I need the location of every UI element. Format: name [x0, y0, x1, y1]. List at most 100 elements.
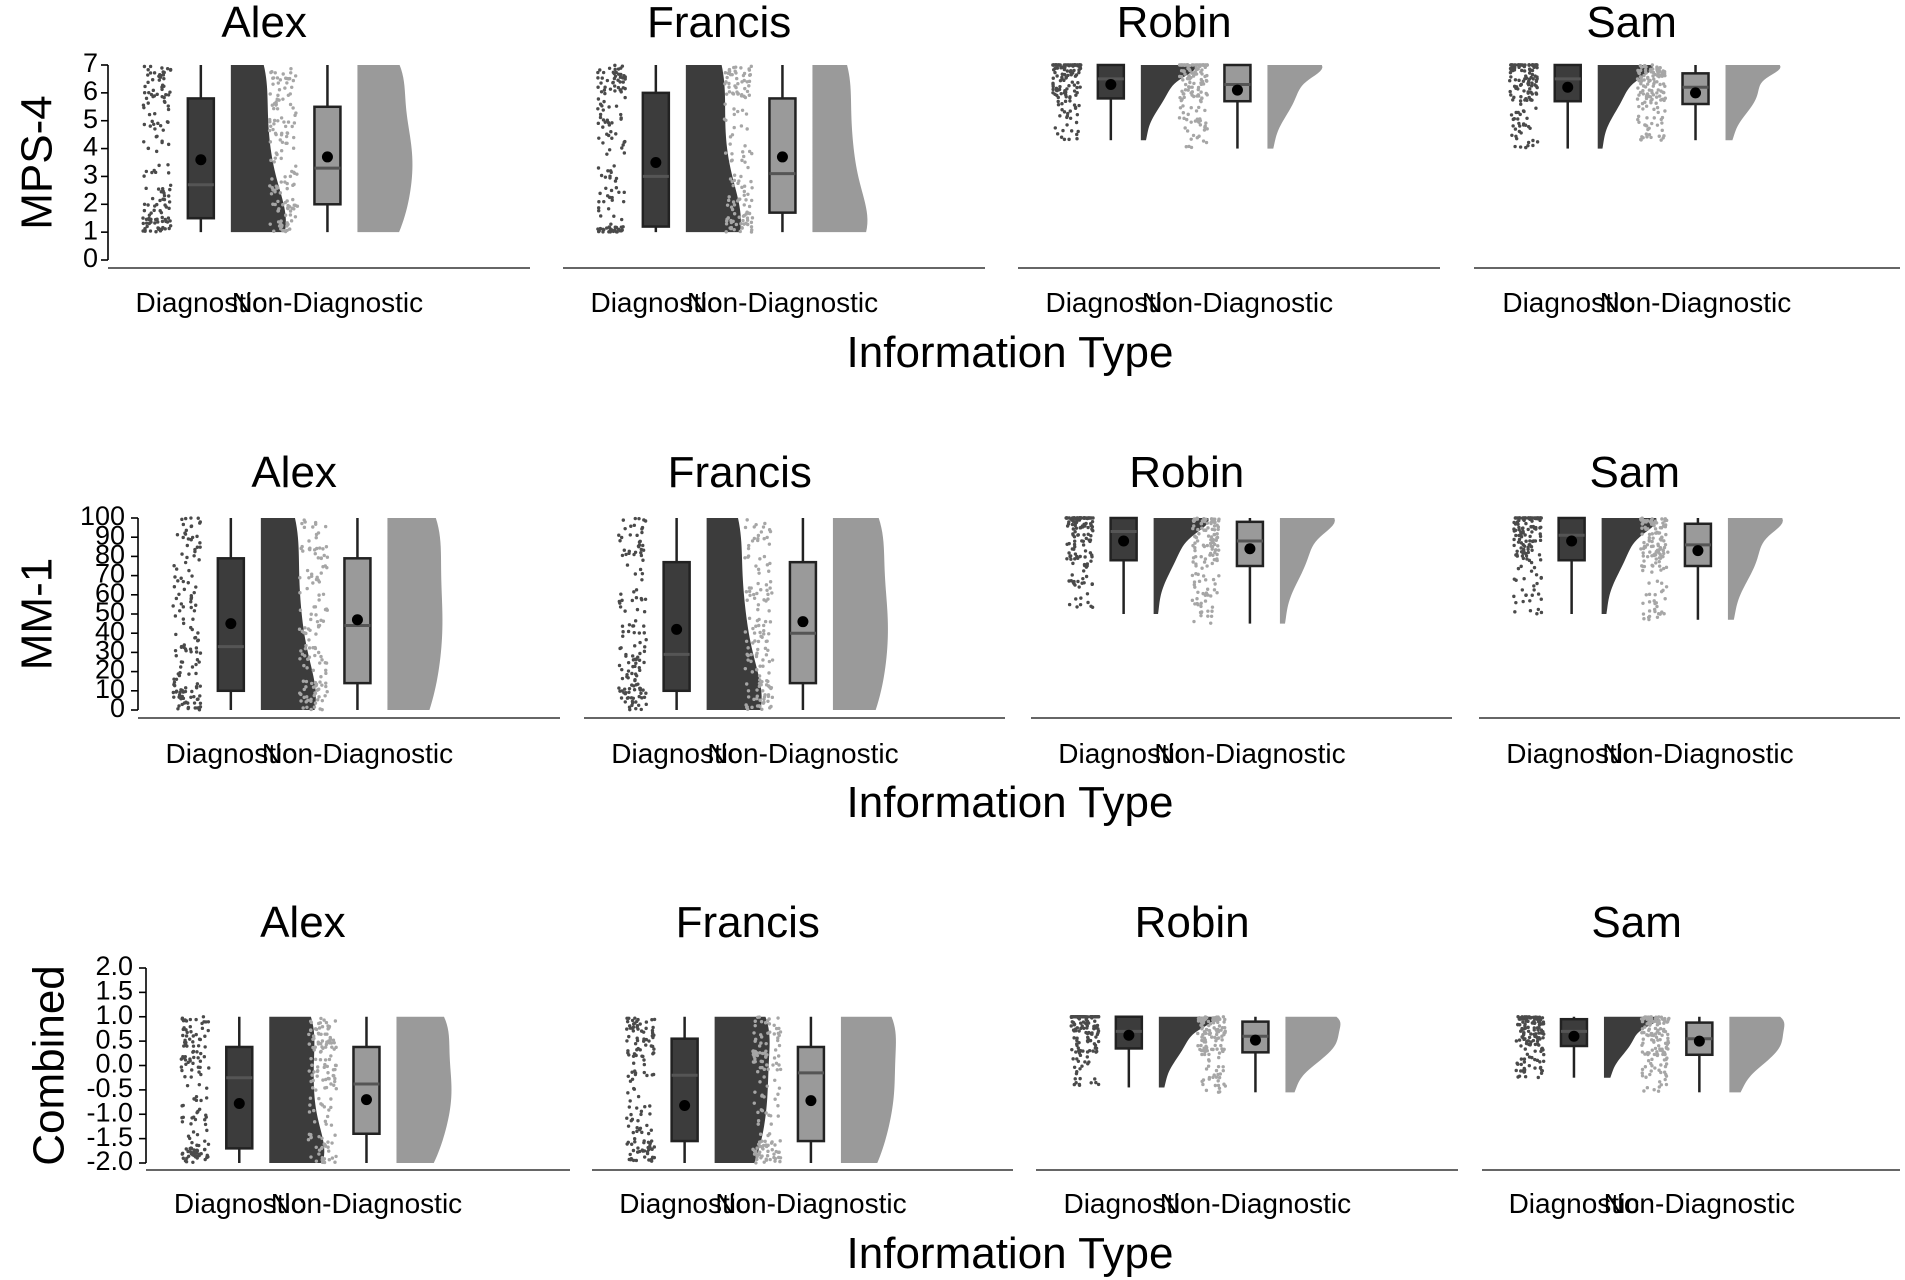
data-point — [321, 619, 326, 623]
data-point — [1217, 1051, 1222, 1055]
data-point — [1068, 554, 1073, 558]
density-cloud — [1601, 518, 1657, 614]
data-point — [141, 221, 145, 226]
data-point — [194, 1094, 199, 1099]
data-point — [639, 691, 643, 695]
data-point — [736, 92, 740, 96]
data-point — [179, 688, 183, 692]
data-point — [1086, 532, 1090, 537]
data-point — [326, 1071, 330, 1075]
data-point — [1204, 121, 1208, 125]
data-point — [172, 585, 177, 589]
data-point — [618, 601, 622, 605]
data-point — [276, 119, 280, 123]
group-non-diagnostic: Non-Diagnostic — [1154, 516, 1346, 769]
data-point — [1650, 63, 1655, 67]
data-point — [303, 646, 308, 651]
data-point — [197, 1037, 202, 1041]
data-point — [1658, 1037, 1662, 1042]
data-point — [1065, 557, 1069, 561]
data-point — [599, 173, 604, 178]
data-point — [731, 219, 735, 224]
data-point — [1197, 105, 1201, 110]
data-point — [180, 1120, 185, 1124]
data-point — [301, 549, 305, 553]
data-point — [1058, 84, 1062, 89]
data-point — [1515, 1061, 1519, 1065]
data-point — [180, 702, 184, 707]
data-point — [1517, 528, 1521, 532]
data-point — [739, 66, 743, 70]
y-tick-label: 70 — [95, 559, 125, 589]
data-point — [183, 689, 188, 694]
data-point — [1649, 1069, 1653, 1073]
data-point — [205, 1128, 209, 1133]
data-point — [636, 1046, 640, 1051]
data-point — [752, 631, 757, 635]
data-point — [309, 681, 314, 686]
data-point — [272, 106, 276, 111]
data-point — [272, 229, 276, 233]
data-point — [1065, 114, 1070, 118]
data-point — [750, 670, 755, 674]
data-point — [1536, 592, 1541, 596]
data-point — [609, 188, 614, 193]
data-point — [196, 516, 200, 520]
data-point — [1069, 1024, 1073, 1028]
data-point — [1205, 1049, 1209, 1053]
data-point — [1523, 1024, 1527, 1028]
data-point — [156, 220, 160, 224]
data-point — [640, 578, 644, 582]
data-point — [268, 117, 272, 122]
data-point — [1198, 123, 1203, 127]
data-point — [1074, 1050, 1078, 1054]
data-point — [633, 572, 638, 576]
data-point — [1069, 1015, 1074, 1020]
data-point — [297, 627, 302, 631]
data-point — [144, 169, 149, 174]
data-point — [1214, 1032, 1219, 1037]
data-point — [1077, 70, 1081, 75]
data-point — [757, 681, 762, 686]
data-point — [190, 627, 194, 632]
data-point — [732, 112, 736, 117]
data-point — [763, 646, 768, 651]
data-point — [647, 1147, 651, 1152]
data-point — [1091, 1049, 1095, 1053]
data-point — [1205, 127, 1209, 131]
data-point — [289, 219, 294, 223]
y-tick-label: 60 — [95, 578, 125, 608]
y-tick-label: 40 — [95, 616, 125, 646]
data-point — [649, 1147, 654, 1151]
data-point — [174, 654, 178, 658]
density-cloud — [706, 518, 762, 710]
data-point — [745, 127, 749, 131]
data-point — [755, 668, 759, 672]
data-point — [1187, 75, 1192, 79]
data-point — [290, 206, 294, 210]
data-point — [1526, 547, 1530, 552]
data-point — [640, 571, 645, 576]
data-point — [290, 124, 294, 129]
data-point — [776, 1104, 780, 1108]
data-point — [1210, 609, 1214, 613]
data-point — [612, 84, 617, 88]
data-point — [766, 1133, 770, 1138]
data-point — [778, 1067, 783, 1072]
data-point — [747, 204, 752, 209]
data-point — [1653, 1046, 1658, 1051]
data-point — [1517, 537, 1522, 542]
group-non-diagnostic: Non-Diagnostic — [1160, 1015, 1351, 1219]
data-point — [189, 537, 193, 542]
data-point — [619, 592, 623, 596]
data-point — [642, 1140, 646, 1145]
data-point — [1517, 516, 1521, 520]
data-point — [1207, 1023, 1211, 1028]
data-point — [1085, 1055, 1090, 1059]
data-point — [319, 556, 323, 561]
data-point — [275, 186, 279, 190]
data-point — [195, 682, 200, 686]
data-point — [1646, 127, 1650, 132]
data-point — [652, 1047, 656, 1051]
